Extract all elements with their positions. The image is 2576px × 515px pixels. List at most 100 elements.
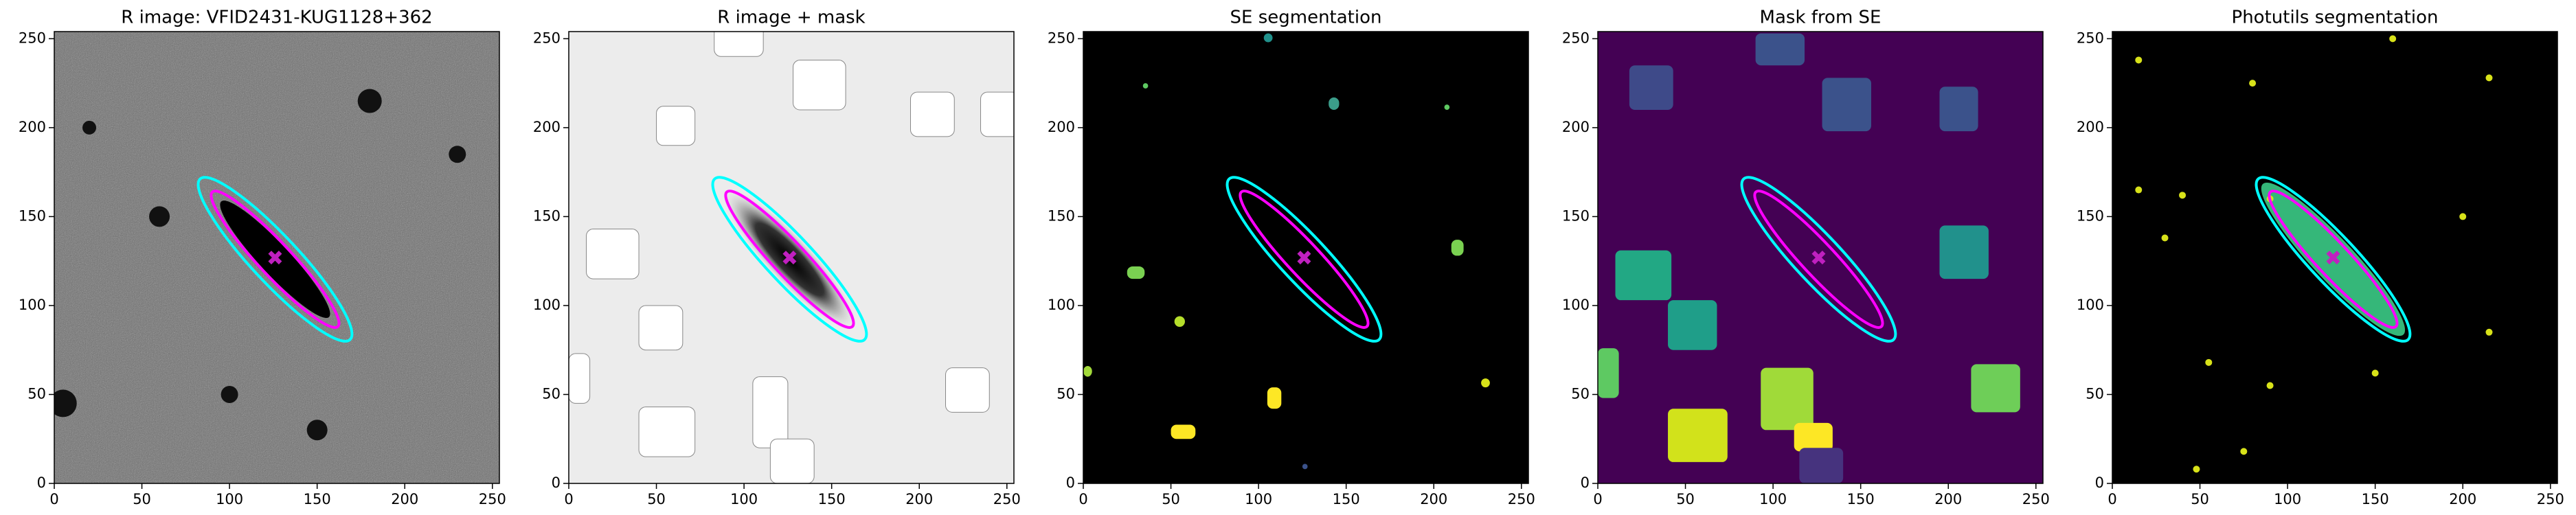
x-tick-label: 0 [1593, 491, 1602, 507]
panel: ✖ Photutils segmentation 0 50 100 150 200 250 0 5… [2077, 8, 2564, 508]
y-tick-label: 0 [2095, 474, 2104, 491]
blob [2485, 74, 2493, 82]
outer-ellipse [1740, 176, 1897, 343]
y-tick-label: 50 [542, 385, 561, 402]
panel-title: SE segmentation [1230, 8, 1382, 28]
blob [1329, 97, 1340, 110]
x-tick-label: 200 [391, 491, 418, 507]
galaxy [220, 201, 330, 319]
y-tick-label: 150 [2077, 207, 2104, 224]
blob [1939, 225, 1989, 279]
center-marker: ✖ [1810, 247, 1827, 271]
blob [714, 32, 764, 57]
inner-ellipse [724, 190, 855, 329]
x-tick-label: 50 [647, 491, 666, 507]
blob [1794, 422, 1833, 452]
blob [1127, 266, 1145, 279]
y-tick-label: 100 [1562, 297, 1590, 313]
y-tick-label: 150 [1562, 207, 1590, 224]
blob [2205, 358, 2213, 366]
x-tick-label: 50 [1162, 491, 1180, 507]
outer-ellipse [196, 176, 354, 343]
x-tick-label: 200 [905, 491, 933, 507]
y-tick-label: 0 [552, 474, 561, 491]
blob [1615, 250, 1672, 301]
galaxy [721, 187, 858, 332]
blob [980, 91, 1014, 137]
image: ✖ [54, 32, 499, 483]
center-marker: ✖ [267, 247, 284, 271]
center-marker: ✖ [781, 247, 798, 271]
blob [1668, 300, 1717, 350]
y-tick-label: 0 [37, 474, 46, 491]
blob [638, 305, 683, 351]
galaxy [2261, 182, 2406, 336]
blob [1971, 364, 2020, 413]
blob [2266, 382, 2274, 389]
blob [1171, 424, 1196, 439]
blob [2371, 369, 2379, 377]
panel: ✖ Mask from SE 0 50 100 150 200 250 0 50 100 150 200… [1562, 8, 2050, 508]
blob [1822, 78, 1871, 132]
blob [1939, 87, 1978, 132]
blob [569, 353, 591, 404]
image: ✖ [1083, 32, 1528, 483]
y-tick-label: 200 [1048, 119, 1075, 135]
image-background [1083, 32, 1528, 483]
x-tick-label: 250 [2022, 491, 2050, 507]
center-marker: ✖ [2325, 247, 2342, 271]
x-tick-label: 0 [1078, 491, 1087, 507]
x-tick-label: 150 [1333, 491, 1360, 507]
outer-ellipse [711, 176, 868, 343]
blob [1755, 33, 1805, 66]
x-tick-label: 0 [49, 491, 58, 507]
axes-frame [2112, 31, 2558, 484]
y-tick-label: 250 [19, 30, 46, 46]
blob [2193, 466, 2200, 473]
outer-ellipse [1225, 176, 1383, 343]
y-tick-label: 0 [1581, 474, 1590, 491]
blob [1083, 366, 1092, 377]
panel-title: Photutils segmentation [2232, 8, 2439, 28]
y-tick-label: 250 [533, 30, 561, 46]
y-tick-label: 150 [1048, 207, 1075, 224]
blob [1799, 448, 1844, 483]
y-tick-label: 250 [1562, 30, 1590, 46]
y-tick-label: 50 [27, 385, 46, 402]
blob [1302, 464, 1308, 470]
y-tick-label: 150 [19, 207, 46, 224]
panel: ✖ SE segmentation 0 50 100 150 200 250 0 50 100 150… [1048, 8, 1535, 508]
panel: ✖ R image + mask 0 50 100 150 200 250 0 50 100 150 2… [533, 8, 1021, 508]
blob [2135, 56, 2143, 64]
panel-title: Mask from SE [1760, 8, 1882, 28]
blob [909, 91, 955, 137]
blob [2249, 80, 2257, 87]
inner-ellipse [210, 190, 341, 329]
blob [149, 206, 170, 227]
blob [2135, 186, 2143, 194]
blob [2485, 328, 2493, 336]
blob [82, 120, 97, 135]
x-tick-label: 150 [1847, 491, 1875, 507]
y-tick-label: 200 [1562, 119, 1590, 135]
blob [1668, 409, 1728, 462]
y-tick-label: 250 [2077, 30, 2104, 46]
x-tick-label: 200 [1420, 491, 1447, 507]
blob [1174, 316, 1185, 328]
blob [1598, 348, 1619, 398]
x-tick-label: 0 [2108, 491, 2116, 507]
axes-frame [568, 31, 1015, 484]
blob [945, 367, 990, 413]
axes-frame [1083, 31, 1529, 484]
blob [449, 146, 466, 163]
x-tick-label: 250 [1508, 491, 1535, 507]
x-tick-label: 100 [2274, 491, 2301, 507]
inner-ellipse [2268, 190, 2399, 329]
y-tick-label: 50 [2086, 385, 2104, 402]
blob [306, 420, 328, 441]
blob [54, 389, 77, 417]
blob [2459, 213, 2467, 220]
outer-ellipse [2255, 176, 2412, 343]
x-tick-label: 100 [216, 491, 243, 507]
